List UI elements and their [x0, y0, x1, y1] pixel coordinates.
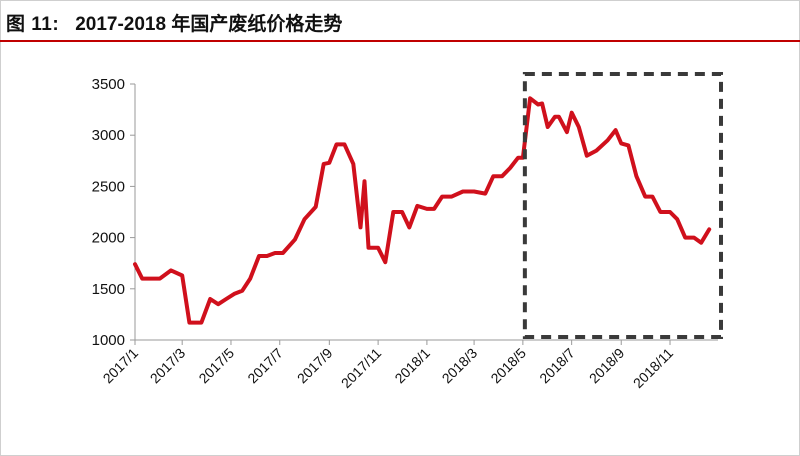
y-tick-label: 2000	[92, 230, 125, 247]
x-tick-label: 2017/1	[100, 345, 142, 387]
x-tick-label: 2017/11	[338, 345, 385, 392]
x-tick-label: 2017/3	[147, 345, 189, 387]
x-tick-label: 2018/3	[439, 345, 481, 387]
title-rule	[0, 40, 800, 42]
x-tick-label: 2017/9	[294, 345, 336, 387]
x-tick-label: 2018/7	[536, 345, 578, 387]
x-tick-label: 2018/11	[630, 345, 677, 392]
x-tick-label: 2017/5	[195, 345, 237, 387]
figure-title: 2017-2018 年国产废纸价格走势	[75, 13, 343, 35]
highlight-box	[522, 72, 723, 339]
y-tick-label: 1500	[92, 281, 125, 298]
y-tick-label: 2500	[92, 178, 125, 195]
series-layer	[133, 96, 712, 325]
x-tick-label: 2018/9	[586, 345, 628, 387]
x-axis: 2017/1 2017/3 2017/5 2017/7 2017/9 2017/11 201…	[100, 339, 718, 392]
x-tick-label: 2018/1	[391, 345, 433, 387]
y-tick-label: 3500	[92, 76, 125, 93]
y-tick-label: 3000	[92, 127, 125, 144]
figure-header: 图 11: 2017-2018 年国产废纸价格走势	[6, 8, 342, 36]
highlight-layer	[522, 72, 723, 339]
y-tick-label: 1000	[92, 332, 125, 349]
figure-label: 图 11:	[6, 13, 60, 35]
series-line	[133, 96, 712, 325]
y-axis: 1000 1500 2000 2500 3000 3500	[92, 76, 136, 349]
x-tick-label: 2018/5	[487, 345, 529, 387]
x-tick-label: 2017/7	[244, 345, 286, 387]
